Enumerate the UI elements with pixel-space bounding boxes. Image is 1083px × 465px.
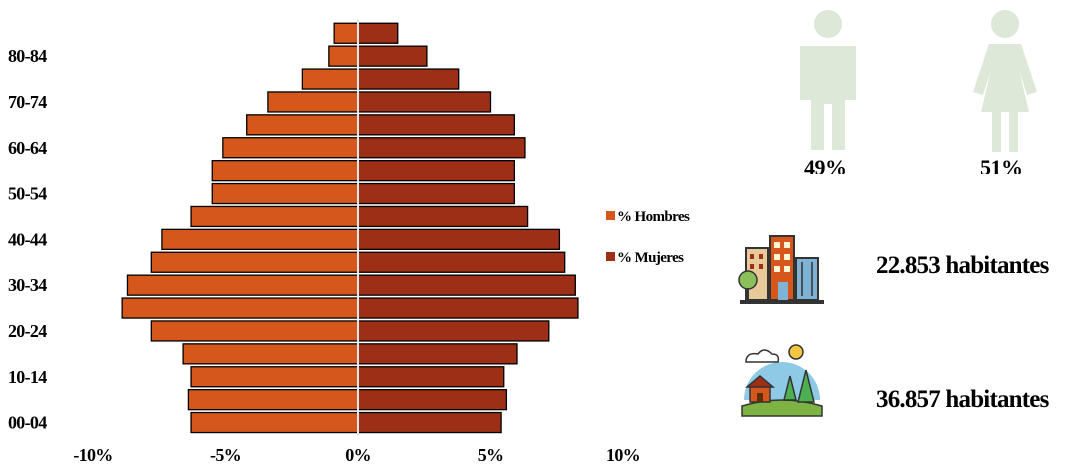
female-bar-75-79	[357, 68, 460, 90]
city-buildings-icon	[738, 235, 824, 304]
urban-population-text: 22.853 habitantes	[876, 252, 1049, 279]
male-bar-05-09	[187, 388, 359, 411]
x-tick-label: -5%	[210, 445, 241, 465]
x-tick-label: 5%	[478, 445, 504, 465]
male-bar-10-14	[190, 366, 359, 388]
female-bar-50-54	[357, 182, 516, 205]
legend-swatch-male	[606, 211, 615, 220]
rural-population-text: 36.857 habitantes	[876, 386, 1049, 413]
male-bar-80-84	[328, 45, 359, 67]
legend-item-female: % Mujeres	[606, 250, 684, 267]
female-percent: 51%	[980, 156, 1023, 174]
female-bar-30-34	[357, 274, 576, 296]
male-bar-55-59	[211, 159, 359, 182]
female-bar-80-84	[357, 45, 428, 67]
male-bar-00-04	[190, 411, 359, 434]
male-bar-15-19	[182, 343, 359, 365]
male-bar-75-79	[301, 68, 359, 90]
y-tick-label: 10-14	[8, 367, 47, 387]
legend-label-female: % Mujeres	[617, 250, 684, 266]
y-tick-label: 20-24	[8, 321, 47, 341]
x-tick-label: 10%	[606, 445, 640, 465]
y-tick-label: 50-54	[8, 184, 47, 204]
female-bar-40-44	[357, 228, 561, 251]
male-bar-30-34	[126, 274, 359, 296]
female-bar-15-19	[357, 343, 518, 365]
y-tick-label: 00-04	[8, 413, 47, 433]
y-tick-label: 80-84	[8, 46, 47, 66]
female-bar-05-09	[357, 388, 508, 411]
male-bar-25-29	[121, 297, 359, 319]
x-tick-label: -10%	[73, 445, 112, 465]
female-bar-25-29	[357, 297, 579, 319]
y-tick-label: 60-64	[8, 138, 47, 158]
male-bar-45-49	[190, 205, 359, 228]
x-tick-label: 0%	[345, 445, 371, 465]
male-bar-35-39	[150, 251, 359, 273]
male-figure-icon	[800, 10, 856, 150]
male-bar-50-54	[211, 182, 359, 205]
y-tick-label: 40-44	[8, 229, 47, 249]
y-tick-label: 70-74	[8, 92, 47, 112]
female-bar-70-74	[357, 91, 492, 113]
female-bar-00-04	[357, 411, 502, 434]
legend-swatch-female	[606, 252, 615, 261]
female-bar-65-69	[357, 114, 516, 136]
legend-item-male: % Hombres	[606, 209, 690, 226]
male-bar-65-69	[246, 114, 359, 136]
y-tick-label: 30-34	[8, 275, 47, 295]
female-bar-60-64	[357, 137, 526, 159]
female-bar-10-14	[357, 366, 505, 388]
female-figure-icon	[973, 10, 1037, 152]
female-bar-55-59	[357, 159, 516, 182]
female-bar-45-49	[357, 205, 529, 228]
male-bar-20-24	[150, 320, 359, 342]
legend-label-male: % Hombres	[617, 209, 690, 225]
male-bar-60-64	[222, 137, 359, 159]
countryside-house-icon	[741, 344, 823, 417]
male-bar-40-44	[161, 228, 359, 251]
male-percent: 49%	[804, 156, 847, 174]
female-bar-20-24	[357, 320, 550, 342]
male-bar-85+	[333, 22, 359, 44]
female-bar-35-39	[357, 251, 566, 273]
population-pyramid-chart: 00-04 10-14 20-24 30-34 40-44 50-54 60-64 70-74…	[8, 19, 641, 465]
male-bar-70-74	[267, 91, 359, 113]
female-bar-85+	[357, 22, 399, 44]
